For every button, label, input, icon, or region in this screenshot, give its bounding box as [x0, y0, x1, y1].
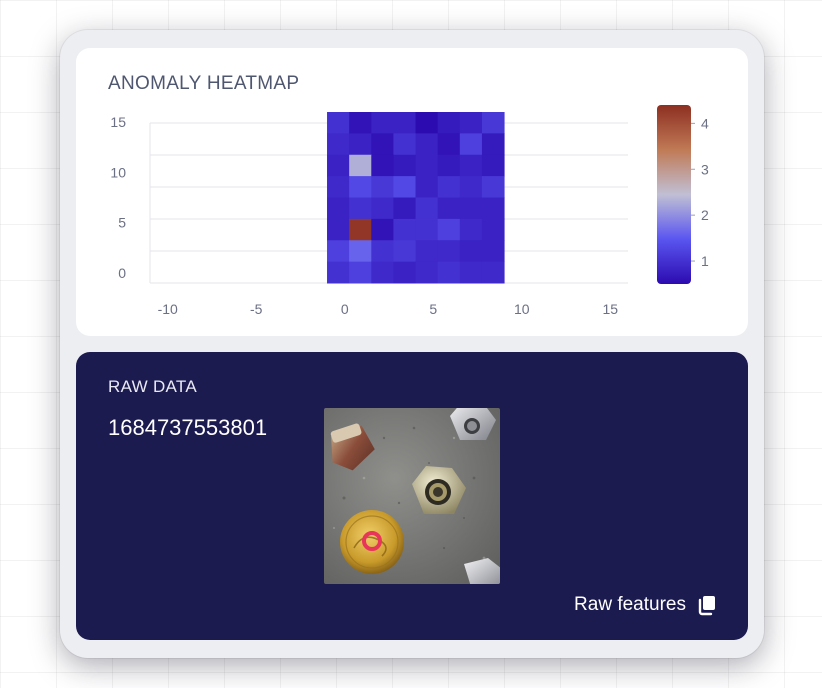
colorbar-tick-label: 4	[701, 115, 709, 131]
heatmap-cell	[481, 154, 505, 177]
heatmap-cell	[393, 112, 417, 134]
x-tick-label: -10	[158, 301, 178, 317]
heatmap-cell	[393, 240, 417, 263]
heatmap-cell	[481, 197, 505, 220]
heatmap-cell	[393, 154, 417, 177]
heatmap-cell	[481, 112, 505, 134]
heatmap-cell	[371, 133, 394, 156]
colorbar-tick-label: 3	[701, 161, 709, 177]
heatmap-cell	[459, 176, 483, 198]
heatmap-cell	[481, 133, 505, 156]
heatmap-cell	[371, 112, 394, 134]
heatmap-cell	[349, 112, 372, 134]
heatmap-cell	[459, 154, 483, 177]
heatmap-cell	[459, 218, 483, 241]
heatmap-cell	[371, 261, 394, 284]
heatmap-cell	[327, 261, 350, 284]
heatmap-cell	[327, 197, 350, 220]
heatmap-cell	[327, 133, 350, 156]
raw-data-timestamp: 1684737553801	[108, 415, 268, 440]
heatmap-cell	[327, 218, 350, 241]
heatmap-cell	[371, 154, 394, 177]
heatmap-cell	[415, 133, 439, 156]
heatmap-cell	[349, 197, 372, 220]
x-tick-label: -5	[250, 301, 263, 317]
heatmap-cell	[393, 133, 417, 156]
raw-data-title: RAW DATA	[108, 377, 197, 396]
heatmap-cell	[481, 261, 505, 284]
heatmap-cell	[415, 112, 439, 134]
heatmap-cell	[437, 218, 461, 241]
heatmap-cell	[437, 176, 461, 198]
colorbar	[657, 105, 691, 284]
heatmap-cell	[349, 154, 372, 177]
heatmap-cell	[371, 197, 394, 220]
colorbar-tick-label: 1	[701, 253, 709, 269]
x-tick-label: 15	[603, 301, 619, 317]
heatmap-cell	[349, 176, 372, 198]
heatmap-cell	[349, 133, 372, 156]
heatmap-cell	[371, 240, 394, 263]
colorbar-tick-label: 2	[701, 207, 709, 223]
y-tick-label: 5	[118, 215, 126, 231]
heatmap-cell	[371, 176, 394, 198]
heatmap-cell	[415, 240, 439, 263]
heatmap-cell	[327, 112, 350, 134]
raw-data-card: RAW DATA 1684737553801	[76, 352, 748, 640]
heatmap-cell	[371, 218, 394, 241]
copy-icon	[696, 594, 718, 616]
heatmap-cell	[349, 218, 372, 241]
heatmap-cell	[327, 154, 350, 177]
heatmap-cell	[459, 112, 483, 134]
heatmap-cell	[437, 112, 461, 134]
y-tick-label: 0	[118, 265, 126, 281]
sample-photo	[324, 408, 500, 584]
heatmap-cell	[459, 261, 483, 284]
heatmap-cell	[415, 197, 439, 220]
x-tick-label: 10	[514, 301, 530, 317]
heatmap-cell	[481, 218, 505, 241]
x-tick-label: 5	[429, 301, 437, 317]
x-tick-label: 0	[341, 301, 349, 317]
heatmap-cell	[327, 240, 350, 263]
y-tick-label: 10	[110, 164, 126, 180]
heatmap-cell	[415, 218, 439, 241]
heatmap-cell	[415, 154, 439, 177]
heatmap-cell	[349, 261, 372, 284]
heatmap-cell	[327, 176, 350, 198]
heatmap-cell	[437, 133, 461, 156]
heatmap-cell	[415, 176, 439, 198]
heatmap-cell	[459, 133, 483, 156]
raw-features-link[interactable]: Raw features	[574, 594, 718, 616]
heatmap-chart: -10 -5 0 5 10 15 0 5 10 15 1 2 3 4	[110, 105, 709, 317]
anomaly-marker	[362, 531, 382, 551]
y-tick-label: 15	[110, 114, 126, 130]
heatmap-cell	[415, 261, 439, 284]
heatmap-cell	[393, 176, 417, 198]
heatmap-cell	[437, 154, 461, 177]
heatmap-cell	[459, 240, 483, 263]
heatmap-cell	[437, 261, 461, 284]
heatmap-cell	[393, 261, 417, 284]
heatmap-cell	[481, 176, 505, 198]
heatmap-cell	[437, 197, 461, 220]
heatmap-cell	[437, 240, 461, 263]
heatmap-cell	[459, 197, 483, 220]
heatmap-title: ANOMALY HEATMAP	[108, 73, 300, 94]
heatmap-cell	[349, 240, 372, 263]
heatmap-cell	[393, 218, 417, 241]
raw-features-label: Raw features	[574, 594, 686, 615]
heatmap-cell	[393, 197, 417, 220]
heatmap-cell	[481, 240, 505, 263]
heatmap-card: ANOMALY HEATMAP -10 -5 0 5 10 15 0 5 10 15 1 2 3 4	[76, 48, 748, 336]
